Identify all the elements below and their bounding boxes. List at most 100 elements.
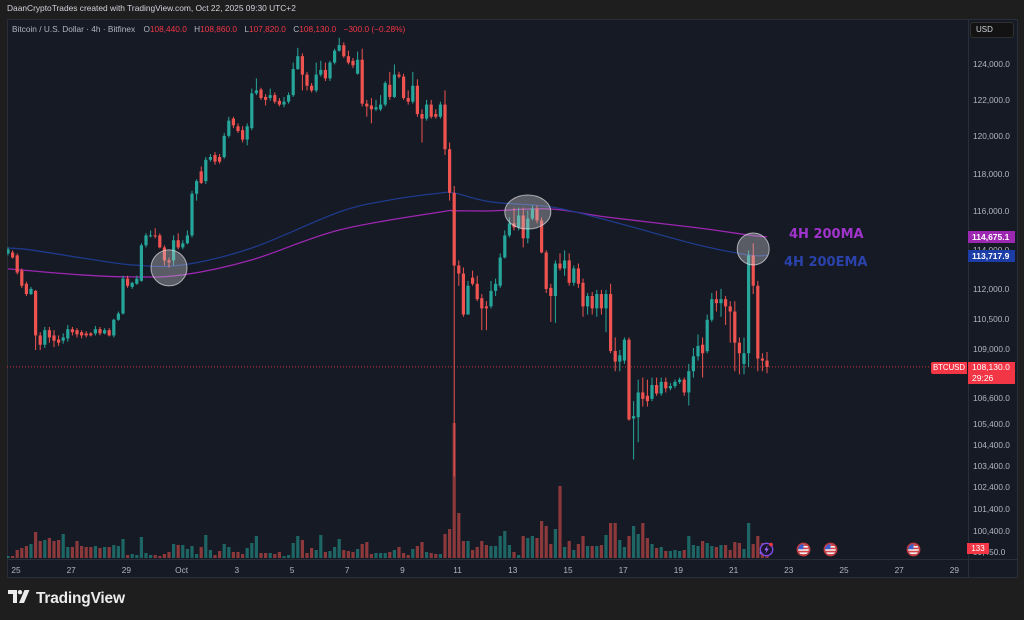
candle-body	[425, 104, 429, 119]
volume-bar	[241, 554, 245, 558]
volume-bar	[705, 543, 709, 558]
volume-bar	[420, 541, 424, 558]
candle-body	[287, 95, 291, 102]
us-flag-icon[interactable]	[823, 542, 838, 557]
volume-bar	[737, 543, 741, 558]
price-axis-label: 102,400.0	[973, 482, 1010, 493]
volume-bar	[300, 539, 304, 558]
volume-bar	[452, 423, 456, 558]
volume-value-badge: 133	[967, 543, 989, 554]
lightning-icon[interactable]	[758, 542, 774, 557]
candle-body	[264, 96, 268, 100]
candle-body	[24, 283, 28, 295]
candle-body	[392, 74, 396, 97]
volume-bar	[526, 538, 530, 558]
volume-bar	[668, 551, 672, 558]
candle-body	[351, 60, 355, 66]
candle-body	[406, 98, 410, 102]
volume-bar	[710, 546, 714, 558]
us-flag-icon[interactable]	[796, 542, 811, 557]
us-flag-icon[interactable]	[906, 542, 921, 557]
price-axis-label: 103,400.0	[973, 460, 1010, 471]
volume-bar	[66, 546, 70, 558]
highlight-circle	[150, 249, 188, 287]
price-axis-label: 101,400.0	[973, 504, 1010, 515]
bar-countdown: 29:26	[972, 373, 994, 383]
volume-bar	[553, 529, 557, 558]
volume-bar	[576, 544, 580, 558]
volume-bar	[742, 549, 746, 558]
candle-body	[535, 208, 539, 221]
candle-body	[687, 371, 691, 393]
candle-body	[489, 290, 493, 307]
price-axis-label: 122,000.0	[973, 94, 1010, 105]
chart-panel[interactable]	[7, 19, 1018, 578]
volume-bar	[11, 556, 15, 558]
price-scale-divider[interactable]	[968, 19, 969, 578]
volume-bar	[747, 523, 751, 558]
volume-bar	[434, 554, 438, 558]
volume-bar	[636, 534, 640, 558]
time-scale-divider[interactable]	[7, 559, 1018, 560]
candle-body	[153, 235, 157, 237]
volume-bar	[75, 541, 79, 558]
volume-bar	[457, 513, 461, 558]
volume-bar	[190, 546, 194, 558]
candle-body	[250, 93, 254, 129]
candle-body	[415, 85, 419, 115]
candle-body	[705, 319, 709, 352]
volume-bar	[107, 546, 111, 558]
candle-body	[254, 90, 258, 94]
candle-body	[507, 223, 511, 236]
candle-body	[632, 416, 636, 419]
volume-bar	[93, 546, 97, 558]
price-axis-label: 106,600.0	[973, 393, 1010, 404]
symbol-title[interactable]: Bitcoin / U.S. Dollar · 4h · Bitfinex	[12, 24, 136, 34]
volume-bar	[724, 544, 728, 558]
candle-body	[494, 283, 498, 291]
volume-bar	[397, 546, 401, 558]
candle-body	[521, 215, 525, 239]
ma-value-badge: 114,675.1	[968, 231, 1015, 243]
volume-bar	[701, 541, 705, 558]
volume-bar	[277, 551, 281, 558]
candle-body	[158, 235, 162, 248]
candle-body	[402, 76, 406, 99]
volume-bar	[696, 546, 700, 558]
ema-annotation-label[interactable]: 4H 200EMA	[784, 255, 868, 270]
candle-body	[586, 296, 590, 307]
currency-button[interactable]: USD	[970, 22, 1014, 38]
volume-bar	[333, 546, 337, 558]
candle-body	[199, 171, 203, 184]
volume-bar	[15, 549, 19, 558]
volume-bar	[103, 546, 107, 558]
candle-body	[218, 156, 222, 162]
volume-bar	[47, 538, 51, 558]
volume-bar	[245, 548, 249, 558]
volume-bar	[98, 548, 102, 558]
volume-bar	[632, 526, 636, 558]
candle-body	[756, 285, 760, 359]
tradingview-logo-icon	[8, 589, 30, 609]
volume-bar	[448, 529, 452, 558]
volume-bar	[43, 539, 47, 558]
volume-bar	[268, 553, 272, 558]
candle-body	[563, 260, 567, 269]
candle-body	[130, 282, 134, 287]
candle-body	[526, 218, 530, 239]
volume-bar	[507, 544, 511, 558]
candle-body	[149, 235, 153, 237]
candle-body	[365, 103, 369, 107]
volume-bar	[517, 554, 521, 558]
volume-bar	[218, 551, 222, 558]
time-axis-label: 11	[453, 565, 462, 575]
volume-bar	[139, 536, 143, 558]
last-price-value: 108,130.0	[972, 362, 1010, 372]
ma-annotation-label[interactable]: 4H 200MA	[789, 227, 864, 242]
volume-bar	[287, 554, 291, 558]
candle-body	[604, 294, 608, 309]
volume-bar	[153, 554, 157, 558]
candle-body	[498, 257, 502, 286]
tradingview-logo[interactable]: TradingView	[8, 589, 125, 609]
